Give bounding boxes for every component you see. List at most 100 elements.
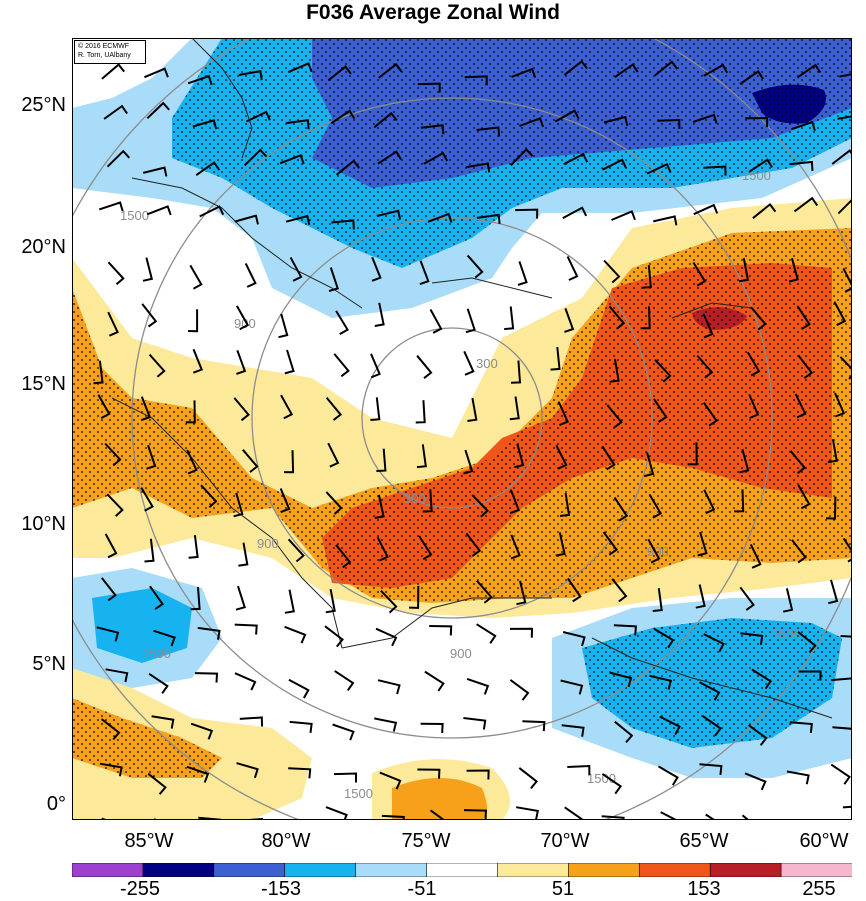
wind-barb [652, 588, 663, 612]
wind-barb [602, 158, 627, 171]
wind-barb [100, 718, 121, 741]
wind-barb [699, 681, 721, 701]
wind-barb [416, 444, 427, 469]
wind-barb [834, 392, 846, 418]
colorbar-swatch [142, 863, 215, 877]
wind-barb [643, 452, 655, 478]
wind-barb [739, 448, 750, 474]
wind-barb [510, 148, 534, 166]
wind-barb [613, 496, 629, 522]
wind-barb [789, 721, 813, 734]
wind-barb [660, 811, 679, 820]
wind-barb [151, 715, 175, 729]
wind-barb [555, 444, 568, 470]
wind-barb [105, 668, 129, 683]
wind-barb [652, 215, 678, 226]
wind-barb [702, 313, 714, 339]
wind-barb [788, 257, 799, 283]
wind-barb [748, 394, 760, 419]
wind-barb [243, 148, 268, 167]
wind-barb [519, 117, 544, 128]
wind-barb [516, 580, 527, 606]
wind-barb [751, 668, 773, 690]
wind-barb [471, 494, 489, 518]
wind-barb [284, 589, 295, 614]
wind-barb [692, 261, 707, 287]
lon-label: 60°W [799, 830, 849, 852]
wind-barb [557, 401, 570, 427]
wind-barb [831, 677, 852, 682]
wind-barb [697, 531, 708, 557]
wind-barb [613, 624, 637, 636]
wind-barb [476, 126, 501, 137]
wind-barb [509, 679, 530, 701]
wind-barb [559, 493, 571, 517]
wind-barb [287, 538, 305, 563]
lon-label: 85°W [124, 830, 174, 852]
wind-barb [279, 153, 305, 165]
wind-barb [653, 627, 675, 649]
wind-barb [793, 196, 819, 213]
wind-barb [561, 724, 585, 737]
wind-barb [429, 809, 446, 820]
wind-barb [327, 442, 340, 468]
contour-label: 1500 [120, 208, 149, 223]
wind-barb [192, 119, 218, 130]
wind-barb [827, 439, 838, 464]
contour-label: 300 [404, 491, 426, 506]
wind-barb [739, 69, 764, 85]
wind-barb [238, 542, 249, 567]
contour-label: 1500 [742, 168, 771, 183]
colorbar-swatch [284, 863, 357, 877]
wind-barb [567, 577, 582, 603]
coastlines [111, 38, 833, 719]
wind-barb [285, 214, 311, 226]
contour-label: 300 [476, 356, 498, 371]
wind-barb [376, 209, 402, 220]
wind-barb [93, 360, 104, 385]
wind-barb [418, 535, 433, 561]
wind-barb [837, 115, 852, 120]
wind-barb [563, 152, 589, 166]
wind-barb [192, 348, 204, 374]
wind-barb [555, 532, 566, 557]
wind-barb [289, 720, 313, 734]
wind-barb [789, 160, 814, 172]
credit-line: © 2016 ECMWF [78, 43, 130, 50]
colorbar-label: -51 [407, 878, 437, 900]
wind-barb [659, 715, 681, 735]
wind-barb [288, 767, 312, 779]
wind-barb [562, 206, 588, 219]
wind-barb [332, 723, 355, 741]
wind-barb [602, 531, 619, 556]
wind-barb [476, 213, 501, 224]
wind-barb [833, 301, 847, 326]
wind-barb [825, 496, 837, 520]
wind-barb [327, 65, 352, 82]
wind-barb [144, 538, 155, 563]
wind-barb [611, 578, 628, 603]
colorbar [72, 863, 852, 877]
colorbar-swatch [709, 863, 782, 877]
wind-barb [614, 720, 634, 744]
wind-barb [185, 400, 196, 424]
wind-barb [752, 202, 777, 219]
wind-barb [242, 449, 259, 473]
wind-barb [786, 770, 810, 785]
wind-barb [285, 119, 310, 130]
wind-barb [640, 306, 651, 330]
wind-barb [463, 717, 487, 730]
stipple-positive-central [72, 228, 852, 603]
lat-label: 20°N [21, 236, 66, 258]
colorbar-label: 51 [551, 878, 575, 900]
wind-barb [522, 720, 546, 732]
wind-barb [142, 166, 168, 177]
map-title: F036 Average Zonal Wind [306, 1, 560, 24]
wind-barb [334, 670, 355, 691]
wind-barb [236, 305, 250, 331]
wind-barb [376, 448, 387, 472]
colorbar-swatch [426, 863, 499, 877]
wind-barb [654, 60, 678, 77]
wind-barb [325, 806, 348, 820]
wind-barb [234, 672, 257, 691]
